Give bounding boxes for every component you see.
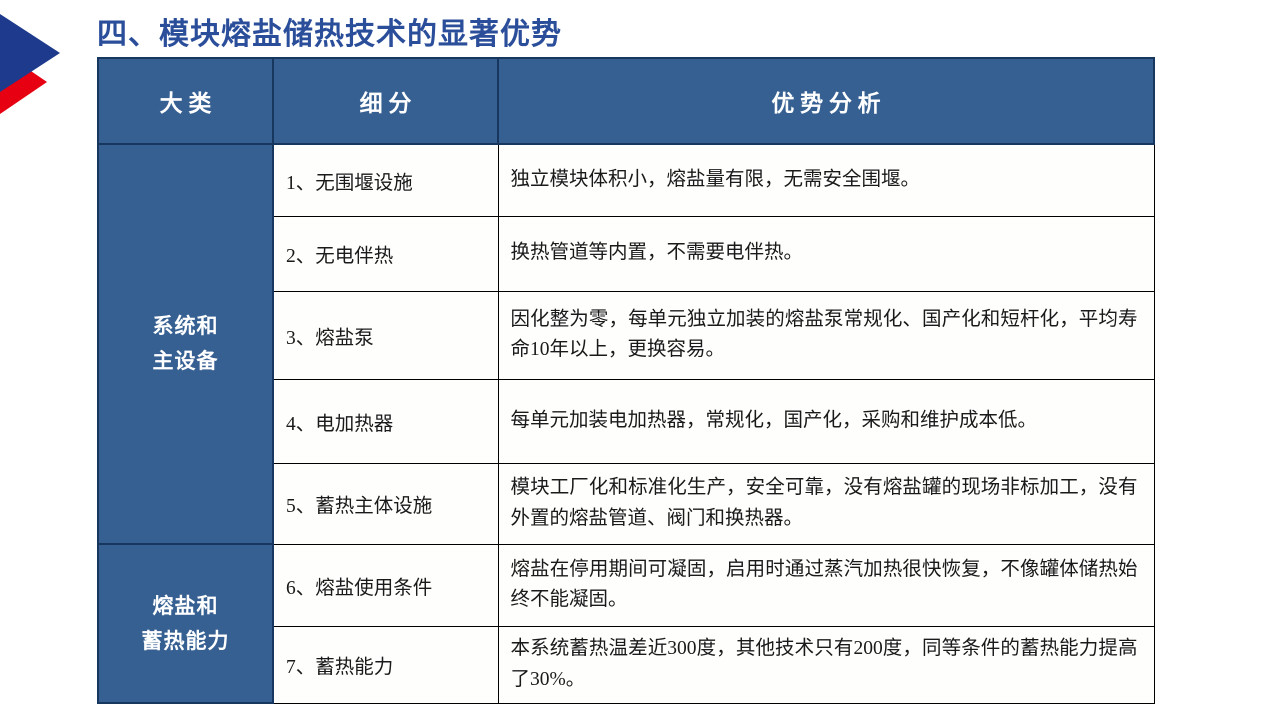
advantages-table: 大 类 细 分 优 势 分 析 系统和 主设备 1、无围堰设施 独立模块体积小，… [97, 57, 1155, 704]
table-row: 4、电加热器 每单元加装电加热器，常规化，国产化，采购和维护成本低。 [98, 378, 1155, 464]
subdivision-cell: 6、熔盐使用条件 [272, 543, 499, 627]
subdivision-cell: 2、无电伴热 [272, 215, 499, 292]
table-row: 2、无电伴热 换热管道等内置，不需要电伴热。 [98, 215, 1155, 292]
analysis-cell: 换热管道等内置，不需要电伴热。 [497, 215, 1155, 292]
header-analysis: 优 势 分 析 [497, 57, 1155, 145]
accent-arrow-icon [0, 14, 60, 114]
category-cell-molten-salt: 熔盐和 蓄热能力 [97, 543, 274, 704]
analysis-cell: 独立模块体积小，熔盐量有限，无需安全围堰。 [497, 143, 1155, 217]
subdivision-cell: 5、蓄热主体设施 [272, 462, 499, 545]
table-row: 系统和 主设备 1、无围堰设施 独立模块体积小，熔盐量有限，无需安全围堰。 [97, 143, 1155, 545]
analysis-cell: 熔盐在停用期间可凝固，启用时通过蒸汽加热很快恢复，不像罐体储热始终不能凝固。 [497, 543, 1155, 627]
category-cell-system-equipment: 系统和 主设备 [97, 143, 274, 545]
header-subdivision: 细 分 [272, 57, 499, 145]
subdivision-cell: 3、熔盐泵 [272, 290, 499, 380]
table-header-row: 大 类 细 分 优 势 分 析 [97, 57, 1155, 145]
slide-title: 四、模块熔盐储热技术的显著优势 [97, 18, 562, 51]
table-row: 7、蓄热能力 本系统蓄热温差近300度，其他技术只有200度，同等条件的蓄热能力… [98, 625, 1155, 704]
analysis-cell: 本系统蓄热温差近300度，其他技术只有200度，同等条件的蓄热能力提高了30%。 [497, 625, 1155, 704]
analysis-cell: 每单元加装电加热器，常规化，国产化，采购和维护成本低。 [497, 378, 1155, 464]
table-row: 熔盐和 蓄热能力 6、熔盐使用条件 熔盐在停用期间可凝固，启用时通过蒸汽加热很快… [97, 543, 1155, 704]
table-row: 5、蓄热主体设施 模块工厂化和标准化生产，安全可靠，没有熔盐罐的现场非标加工，没… [98, 462, 1155, 545]
header-category: 大 类 [97, 57, 274, 145]
subdivision-cell: 4、电加热器 [272, 378, 499, 464]
analysis-cell: 模块工厂化和标准化生产，安全可靠，没有熔盐罐的现场非标加工，没有外置的熔盐管道、… [497, 462, 1155, 545]
analysis-cell: 因化整为零，每单元独立加装的熔盐泵常规化、国产化和短杆化，平均寿命10年以上，更… [497, 290, 1155, 380]
subdivision-cell: 1、无围堰设施 [272, 143, 499, 217]
subdivision-cell: 7、蓄热能力 [272, 625, 499, 704]
table-row: 3、熔盐泵 因化整为零，每单元独立加装的熔盐泵常规化、国产化和短杆化，平均寿命1… [98, 290, 1155, 380]
